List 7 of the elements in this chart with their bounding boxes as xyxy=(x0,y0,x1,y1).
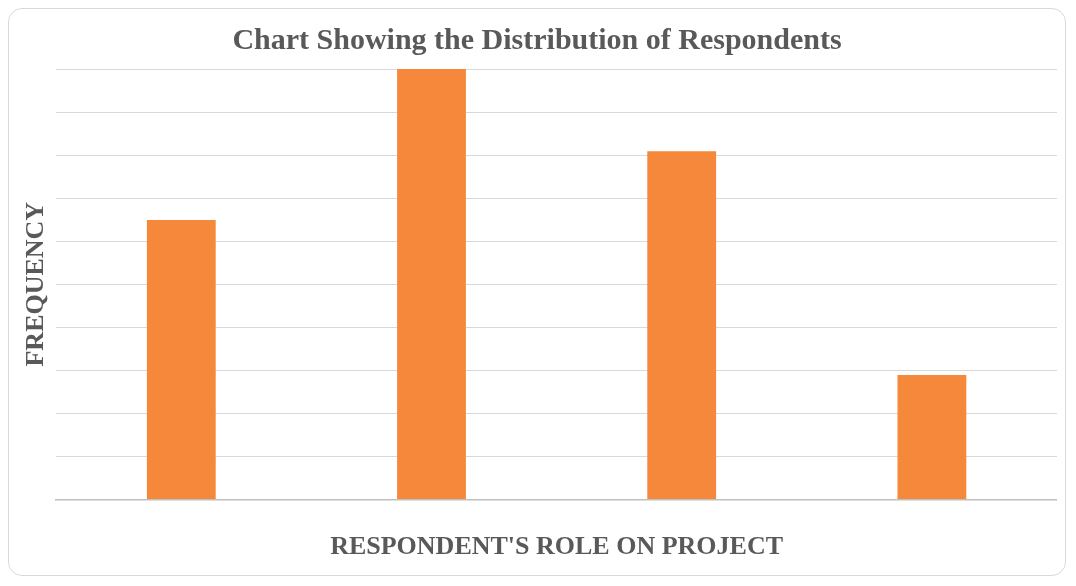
bar xyxy=(397,69,466,499)
bar xyxy=(647,151,717,499)
chart-title: Chart Showing the Distribution of Respondents xyxy=(232,21,842,55)
bar xyxy=(146,220,216,499)
x-axis-title: RESPONDENT'S ROLE ON PROJECT xyxy=(330,531,784,561)
y-axis-title: FREQUENCY xyxy=(20,201,50,367)
bar xyxy=(897,375,967,499)
